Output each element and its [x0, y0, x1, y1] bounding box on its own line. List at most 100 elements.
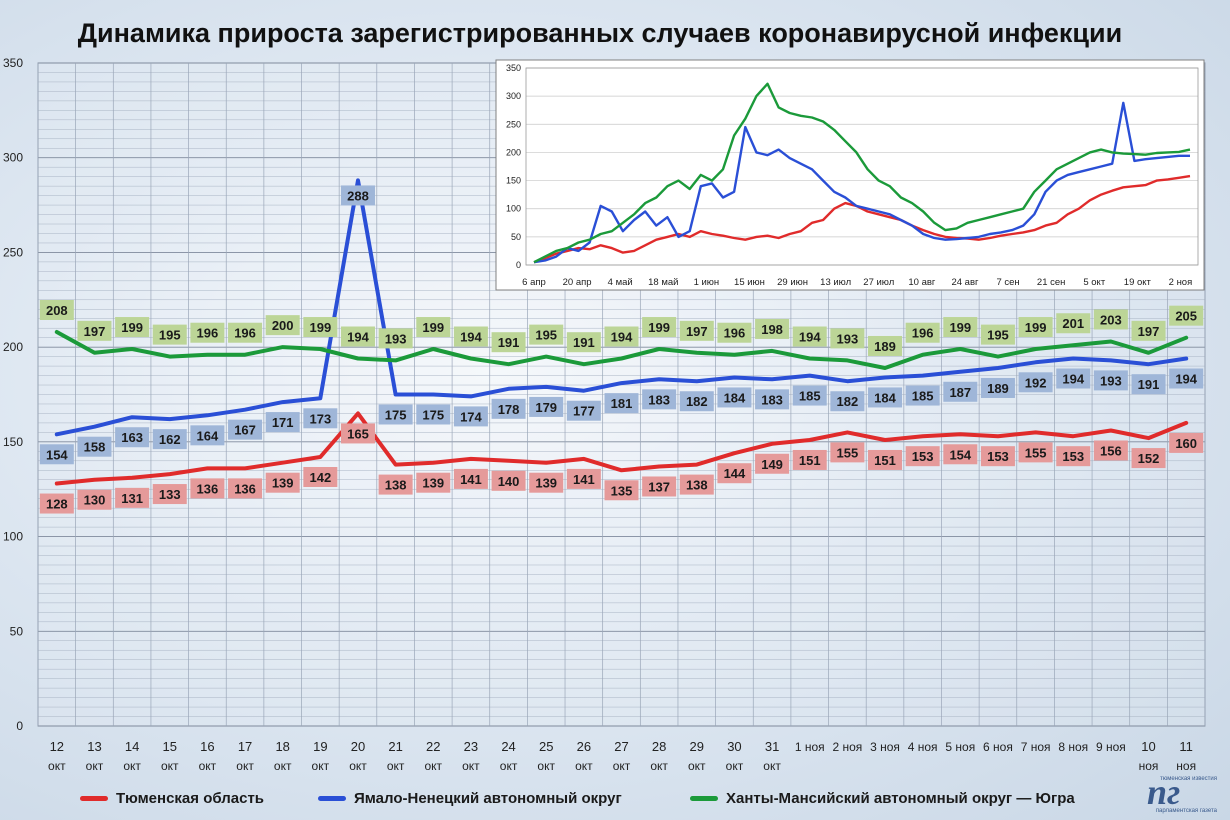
main-x-tick-label: окт	[537, 759, 555, 773]
data-label-box	[943, 317, 978, 338]
main-x-tick-label: 29	[690, 739, 704, 754]
main-data-label-2: 194	[453, 326, 488, 347]
data-label-text: 144	[724, 466, 746, 481]
data-label-text: 133	[159, 487, 181, 502]
data-label-box	[265, 472, 300, 493]
main-x-tick-label: 23	[464, 739, 478, 754]
data-label-text: 197	[686, 324, 708, 339]
data-label-text: 178	[498, 402, 520, 417]
main-data-label-2: 193	[378, 328, 413, 349]
data-label-box	[303, 467, 338, 488]
main-data-label-1: 162	[152, 429, 187, 450]
inset-series-lines	[533, 82, 1191, 264]
data-label-text: 196	[724, 326, 746, 341]
data-label-box	[491, 398, 526, 419]
data-label-text: 153	[1062, 449, 1084, 464]
data-label-text: 201	[1062, 316, 1084, 331]
data-label-box	[529, 396, 564, 417]
data-label-box	[868, 387, 903, 408]
data-label-text: 140	[498, 474, 520, 489]
data-label-box	[679, 474, 714, 495]
data-label-text: 135	[611, 483, 633, 498]
data-label-box	[755, 318, 790, 339]
data-label-box	[77, 436, 112, 457]
data-label-text: 194	[347, 330, 369, 345]
inset-x-tick-label: 19 окт	[1124, 277, 1152, 288]
main-x-tick-label: окт	[575, 759, 593, 773]
main-data-label-2: 194	[792, 326, 827, 347]
data-label-box	[529, 472, 564, 493]
inset-x-tick-label: 7 сен	[996, 277, 1019, 288]
data-label-text: 151	[874, 453, 896, 468]
main-data-label-2: 205	[1169, 305, 1204, 326]
data-label-box	[755, 389, 790, 410]
main-data-label-2: 193	[830, 328, 865, 349]
data-label-box	[792, 326, 827, 347]
main-data-label-0: 155	[1018, 442, 1053, 463]
data-label-box	[604, 480, 639, 501]
chart-title: Динамика прироста зарегистрированных слу…	[77, 18, 1123, 48]
main-data-label-1: 184	[717, 387, 752, 408]
data-label-box	[491, 332, 526, 353]
data-label-box	[152, 484, 187, 505]
main-data-label-2: 199	[1018, 317, 1053, 338]
data-label-text: 175	[422, 408, 444, 423]
data-label-box	[1131, 448, 1166, 469]
main-data-label-0: 152	[1131, 448, 1166, 469]
main-data-label-0: 144	[717, 463, 752, 484]
data-label-text: 185	[912, 389, 934, 404]
main-data-label-1: 179	[529, 396, 564, 417]
main-data-label-2: 199	[115, 317, 150, 338]
data-label-box	[980, 446, 1015, 467]
main-data-label-1: 183	[755, 389, 790, 410]
data-label-box	[416, 317, 451, 338]
main-x-tick-label: 14	[125, 739, 139, 754]
inset-chart: 0 50 100 150 200 250 300 350 6 апр 20 апр 4 май 18…	[495, 59, 1205, 291]
data-label-box	[905, 446, 940, 467]
legend-label-yanao: Ямало-Ненецкий автономный округ	[354, 789, 622, 807]
data-label-text: 198	[761, 322, 783, 337]
data-label-box	[980, 324, 1015, 345]
inset-y-tick-label: 100	[506, 204, 521, 214]
data-label-box	[679, 320, 714, 341]
main-data-label-2: 195	[152, 324, 187, 345]
main-data-label-0: 160	[1169, 432, 1204, 453]
data-label-box	[1131, 374, 1166, 395]
data-label-text: 193	[1100, 373, 1122, 388]
main-data-label-1: 187	[943, 381, 978, 402]
data-label-box	[453, 406, 488, 427]
legend: Тюменская область Ямало-Ненецкий автоном…	[80, 786, 1160, 810]
main-data-label-2: 197	[679, 320, 714, 341]
main-data-label-0: 151	[868, 449, 903, 470]
inset-series-line-0	[533, 174, 1191, 264]
logo-top-text: тюменская известия	[1160, 776, 1217, 782]
main-data-label-2: 195	[980, 324, 1015, 345]
main-data-label-2: 194	[604, 326, 639, 347]
logo-bottom-text: парламентская газета	[1155, 808, 1217, 814]
main-data-label-0: 142	[303, 467, 338, 488]
data-label-box	[115, 317, 150, 338]
data-label-text: 199	[949, 320, 971, 335]
data-label-text: 191	[1138, 377, 1160, 392]
data-label-box	[152, 429, 187, 450]
data-label-text: 173	[309, 411, 331, 426]
data-label-box	[152, 324, 187, 345]
main-data-label-0: 153	[1056, 446, 1091, 467]
data-label-text: 158	[84, 440, 106, 455]
main-data-label-2: 199	[416, 317, 451, 338]
main-data-label-2: 203	[1093, 309, 1128, 330]
main-data-label-1: 189	[980, 377, 1015, 398]
data-label-text: 137	[648, 479, 670, 494]
data-label-box	[905, 385, 940, 406]
data-label-text: 208	[46, 303, 68, 318]
main-data-label-0: 153	[980, 446, 1015, 467]
main-y-tick-label: 50	[10, 624, 24, 638]
data-label-box	[717, 387, 752, 408]
data-label-box	[1131, 320, 1166, 341]
data-label-box	[1169, 432, 1204, 453]
main-x-tick-label: окт	[312, 759, 330, 773]
main-y-tick-label: 150	[3, 435, 23, 449]
data-label-text: 199	[1025, 320, 1047, 335]
main-data-label-1: 174	[453, 406, 488, 427]
